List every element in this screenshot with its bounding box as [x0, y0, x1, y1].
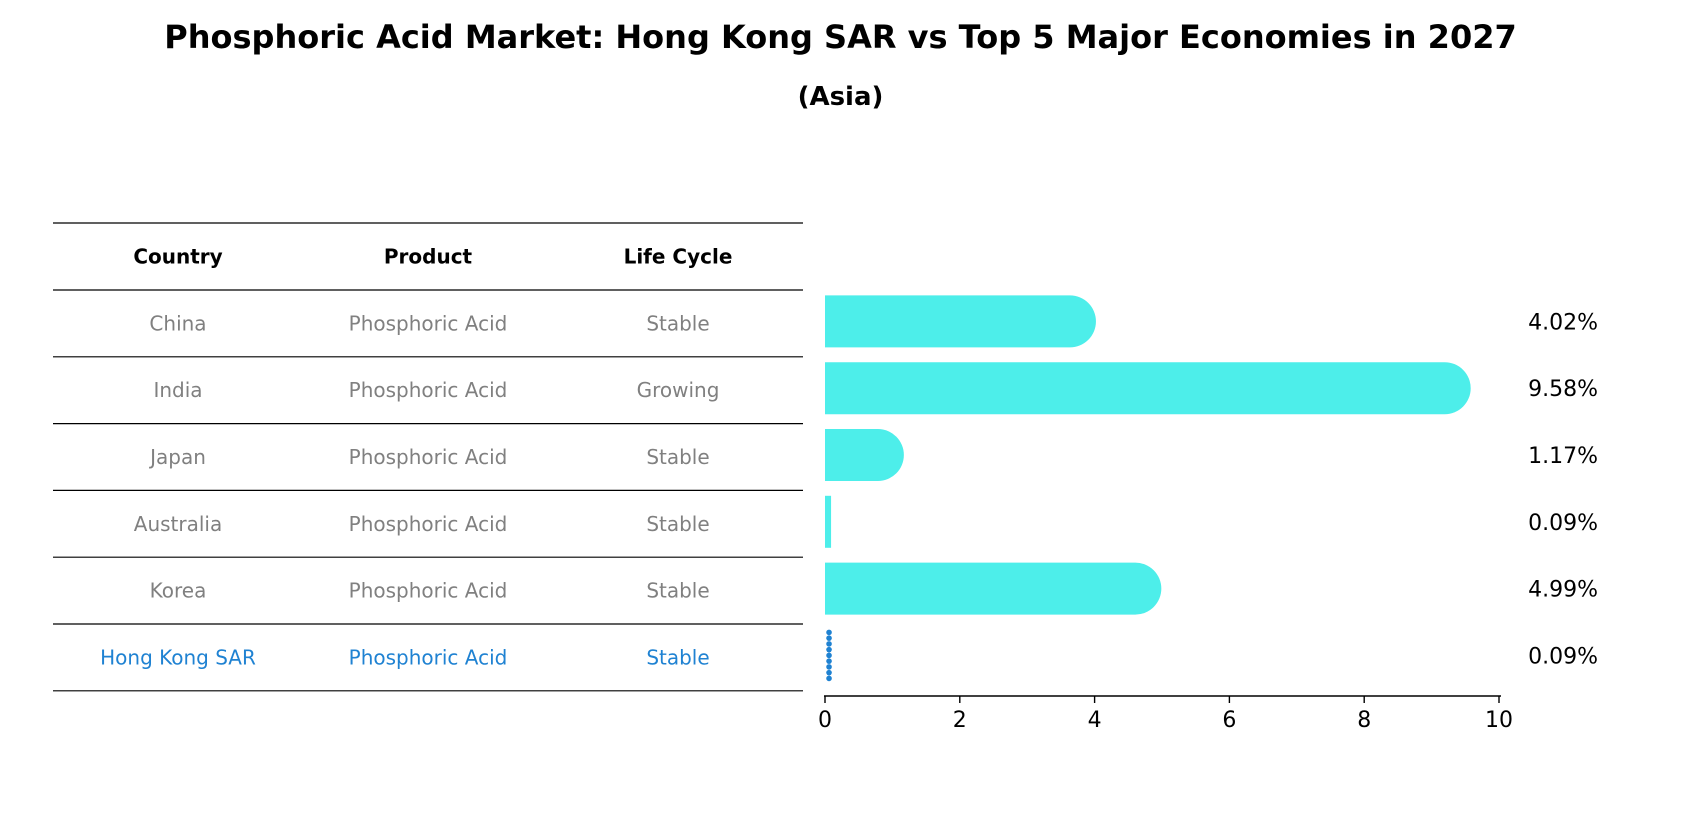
- table-cell-product: Phosphoric Acid: [349, 645, 508, 669]
- bar-australia: [825, 495, 832, 548]
- table-cell-product: Phosphoric Acid: [349, 445, 508, 469]
- bar-india: [825, 362, 1471, 415]
- table-cell-life-cycle: Stable: [646, 311, 709, 335]
- value-label-japan: 1.17%: [1528, 444, 1598, 469]
- x-tick-label: 6: [1222, 708, 1236, 733]
- bar-hong-kong-sar: [826, 629, 832, 682]
- value-label-hong-kong-sar: 0.09%: [1528, 644, 1598, 669]
- x-tick-label: 2: [953, 708, 967, 733]
- table-cell-product: Phosphoric Acid: [349, 579, 508, 603]
- table-cell-life-cycle: Stable: [646, 512, 709, 536]
- table-cell-product: Phosphoric Acid: [349, 512, 508, 536]
- table-cell-country: Hong Kong SAR: [100, 645, 256, 669]
- bar-dot: [826, 664, 832, 670]
- table-cell-country: Japan: [148, 445, 206, 469]
- bar-japan: [825, 429, 904, 481]
- value-label-india: 9.58%: [1528, 377, 1598, 402]
- bar-dot: [826, 675, 832, 682]
- bar-dot: [826, 629, 832, 636]
- bar-korea: [825, 562, 1162, 615]
- table-cell-country: Korea: [150, 579, 207, 603]
- x-tick-label: 10: [1485, 708, 1513, 733]
- table-header-life-cycle: Life Cycle: [624, 245, 733, 269]
- bar-dot: [826, 658, 832, 664]
- table-cell-country: Australia: [134, 512, 222, 536]
- table-cell-country: India: [153, 378, 202, 402]
- x-tick-label: 0: [818, 708, 832, 733]
- bar-dot: [826, 646, 832, 653]
- bar-dot: [826, 641, 832, 647]
- bar-dot: [826, 669, 832, 676]
- table-cell-product: Phosphoric Acid: [349, 378, 508, 402]
- value-label-china: 4.02%: [1528, 310, 1598, 335]
- bar-china: [825, 295, 1096, 348]
- x-tick-label: 4: [1088, 708, 1102, 733]
- table-cell-life-cycle: Stable: [646, 445, 709, 469]
- table-cell-product: Phosphoric Acid: [349, 311, 508, 335]
- chart-title: Phosphoric Acid Market: Hong Kong SAR vs…: [164, 18, 1517, 56]
- table-header-product: Product: [384, 245, 473, 269]
- table-header-country: Country: [133, 245, 222, 269]
- bar-dot: [826, 652, 832, 659]
- table-cell-life-cycle: Stable: [646, 645, 709, 669]
- value-label-korea: 4.99%: [1528, 578, 1598, 603]
- table-cell-life-cycle: Growing: [637, 378, 720, 402]
- value-label-australia: 0.09%: [1528, 511, 1598, 536]
- bar-dot: [826, 635, 832, 641]
- chart-subtitle: (Asia): [797, 82, 884, 112]
- table-cell-life-cycle: Stable: [646, 579, 709, 603]
- x-tick-label: 8: [1357, 708, 1371, 733]
- table-cell-country: China: [149, 311, 206, 335]
